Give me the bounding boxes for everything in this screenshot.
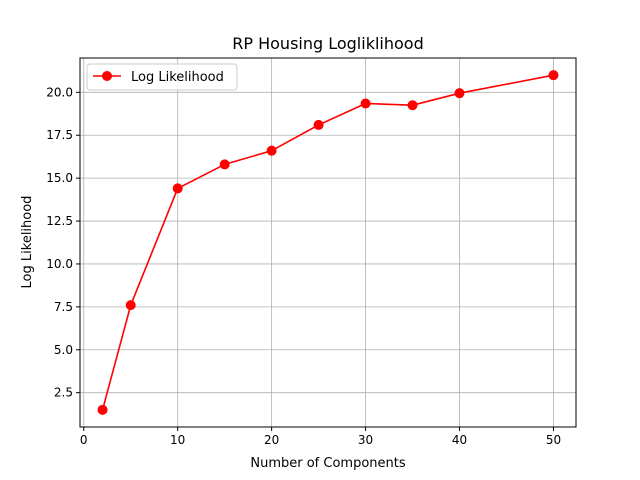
data-point <box>548 70 559 81</box>
data-point <box>97 404 108 415</box>
y-tick-label: 17.5 <box>46 128 73 142</box>
legend: Log Likelihood <box>86 63 238 91</box>
plot-frame <box>79 57 577 428</box>
y-tick-label: 2.5 <box>54 386 73 400</box>
legend-label: Log Likelihood <box>131 70 224 85</box>
x-tick-label: 40 <box>452 433 467 447</box>
legend-marker <box>102 71 112 81</box>
y-tick-label: 7.5 <box>54 300 73 314</box>
x-tick-label: 50 <box>546 433 561 447</box>
x-tick-label: 30 <box>358 433 373 447</box>
plot-area <box>80 58 576 427</box>
y-tick-label: 10.0 <box>46 257 73 271</box>
y-tick-label: 5.0 <box>54 343 73 357</box>
y-tick-label: 15.0 <box>46 171 73 185</box>
data-point <box>454 88 465 99</box>
y-axis-label: Log Likelihood <box>20 196 35 289</box>
x-tick-label: 20 <box>264 433 279 447</box>
x-tick-label: 0 <box>80 433 88 447</box>
y-tick-label: 12.5 <box>46 214 73 228</box>
data-point <box>219 159 230 170</box>
data-point <box>313 119 324 130</box>
data-point <box>407 100 418 111</box>
data-point <box>172 183 183 194</box>
y-tick-label: 20.0 <box>46 85 73 99</box>
chart-title: RP Housing Logliklihood <box>232 34 423 53</box>
series-line <box>101 74 554 411</box>
legend-box <box>86 63 238 91</box>
data-point <box>125 300 136 311</box>
series-layer <box>97 70 559 415</box>
y-axis: 2.5 5.0 7.5 10.0 12.5 15.0 17.5 20.0 <box>46 85 80 400</box>
data-point <box>266 145 277 156</box>
x-axis-label: Number of Components <box>250 456 405 471</box>
x-tick-label: 10 <box>170 433 185 447</box>
data-point <box>360 98 371 109</box>
grid <box>80 58 576 427</box>
x-axis: 0 10 20 30 40 50 <box>80 427 561 447</box>
